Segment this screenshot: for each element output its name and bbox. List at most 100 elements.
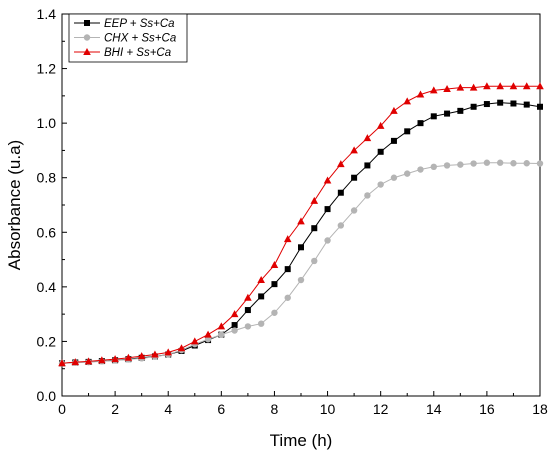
x-tick-label: 6 bbox=[217, 401, 225, 417]
data-point bbox=[324, 206, 331, 213]
data-point bbox=[496, 82, 504, 90]
series-line bbox=[61, 102, 541, 364]
y-axis-title: Absorbance (u.a) bbox=[5, 140, 24, 270]
data-point bbox=[217, 322, 226, 330]
data-point bbox=[509, 82, 518, 90]
data-point bbox=[324, 237, 331, 244]
data-point bbox=[337, 189, 344, 196]
data-point bbox=[258, 293, 265, 300]
data-point bbox=[271, 309, 278, 316]
series-line bbox=[61, 85, 540, 364]
x-tick-label: 0 bbox=[58, 401, 66, 417]
data-point bbox=[230, 310, 239, 318]
data-point bbox=[204, 330, 212, 338]
series-0 bbox=[59, 99, 543, 367]
data-point bbox=[469, 83, 478, 91]
data-point bbox=[257, 320, 265, 327]
series-1 bbox=[58, 159, 544, 367]
series-line bbox=[61, 162, 541, 364]
data-point bbox=[456, 83, 465, 91]
data-point bbox=[523, 160, 530, 167]
data-point bbox=[417, 120, 424, 127]
data-point bbox=[297, 217, 305, 225]
data-point bbox=[244, 307, 251, 314]
data-point bbox=[337, 160, 345, 168]
x-tick-label: 18 bbox=[532, 401, 548, 417]
data-point bbox=[390, 137, 397, 144]
data-point bbox=[457, 107, 464, 114]
x-tick-label: 10 bbox=[320, 401, 336, 417]
data-point bbox=[98, 356, 106, 364]
data-point bbox=[298, 244, 304, 251]
legend-marker bbox=[83, 34, 91, 41]
legend-label: BHI + Ss+Ca bbox=[104, 47, 171, 59]
data-point bbox=[231, 322, 238, 329]
data-point bbox=[231, 327, 238, 334]
legend: EEP + Ss+Ca CHX + Ss+Ca BHI + Ss+Ca bbox=[68, 13, 188, 63]
data-point bbox=[337, 222, 345, 229]
x-tick-label: 8 bbox=[271, 401, 279, 417]
data-point bbox=[177, 344, 186, 352]
data-point bbox=[522, 82, 531, 90]
x-tick-label: 4 bbox=[164, 401, 172, 417]
data-point bbox=[111, 355, 119, 363]
data-point bbox=[457, 161, 464, 168]
plot-frame bbox=[61, 13, 541, 397]
data-point bbox=[443, 162, 451, 169]
data-point bbox=[350, 207, 358, 214]
data-point bbox=[536, 160, 544, 167]
data-point bbox=[151, 350, 159, 358]
data-point bbox=[284, 266, 291, 273]
data-point bbox=[323, 176, 332, 184]
y-tick-label: 0.2 bbox=[37, 333, 57, 349]
x-axis-title: Time (h) bbox=[270, 431, 333, 450]
data-point bbox=[390, 174, 398, 181]
data-point bbox=[164, 348, 173, 356]
data-point bbox=[71, 358, 80, 366]
y-tick-label: 1.2 bbox=[37, 61, 57, 77]
data-point bbox=[390, 106, 398, 114]
x-tick-label: 16 bbox=[479, 401, 495, 417]
data-point bbox=[404, 128, 411, 135]
data-point bbox=[244, 323, 252, 330]
y-tick-label: 1.4 bbox=[37, 6, 57, 22]
y-tick-label: 0.0 bbox=[37, 388, 57, 404]
data-point bbox=[377, 148, 384, 155]
data-point bbox=[470, 160, 477, 167]
plot-area bbox=[61, 13, 541, 397]
data-point bbox=[351, 174, 358, 181]
data-point bbox=[84, 357, 93, 365]
data-point bbox=[271, 281, 278, 288]
series-2 bbox=[58, 82, 544, 367]
data-point bbox=[270, 261, 279, 269]
legend-label: EEP + Ss+Ca bbox=[104, 18, 175, 30]
x-tick-label: 2 bbox=[111, 401, 119, 417]
data-point bbox=[311, 257, 318, 265]
data-point bbox=[364, 162, 371, 169]
data-point bbox=[363, 134, 372, 142]
data-point bbox=[297, 276, 305, 284]
data-point bbox=[510, 160, 517, 167]
data-point bbox=[443, 85, 451, 93]
data-point bbox=[190, 337, 199, 345]
data-point bbox=[483, 101, 490, 108]
data-point bbox=[311, 225, 318, 232]
y-tick-label: 0.4 bbox=[37, 279, 57, 295]
data-point bbox=[430, 113, 437, 120]
data-point bbox=[483, 82, 491, 90]
y-tick-label: 0.8 bbox=[37, 170, 57, 186]
data-point bbox=[416, 90, 425, 98]
data-point bbox=[470, 103, 477, 110]
data-point bbox=[283, 235, 292, 243]
data-point bbox=[523, 101, 530, 108]
data-point bbox=[376, 121, 385, 129]
data-point bbox=[350, 146, 358, 154]
data-point bbox=[536, 82, 544, 90]
data-point bbox=[417, 166, 424, 173]
y-tick-label: 1.0 bbox=[37, 115, 57, 131]
legend-label: CHX + Ss+Ca bbox=[104, 33, 176, 45]
data-point bbox=[496, 159, 504, 166]
legend-marker bbox=[84, 20, 90, 26]
data-point bbox=[430, 163, 437, 170]
